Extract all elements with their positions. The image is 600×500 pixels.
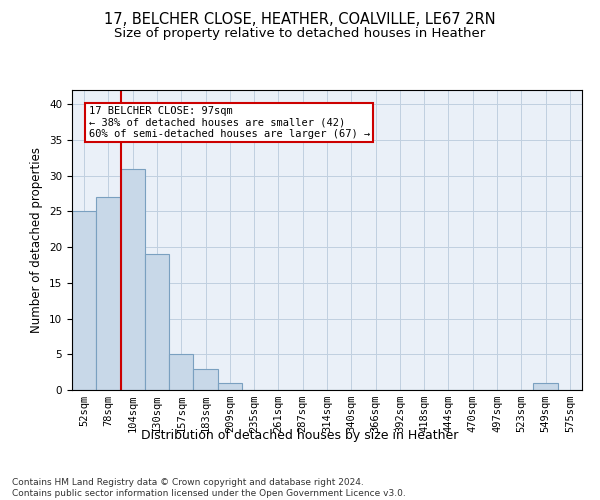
Bar bbox=[121, 168, 145, 390]
Bar bbox=[145, 254, 169, 390]
Bar bbox=[96, 197, 121, 390]
Text: Distribution of detached houses by size in Heather: Distribution of detached houses by size … bbox=[142, 428, 458, 442]
Bar bbox=[72, 212, 96, 390]
Text: Contains HM Land Registry data © Crown copyright and database right 2024.
Contai: Contains HM Land Registry data © Crown c… bbox=[12, 478, 406, 498]
Bar bbox=[533, 383, 558, 390]
Text: 17, BELCHER CLOSE, HEATHER, COALVILLE, LE67 2RN: 17, BELCHER CLOSE, HEATHER, COALVILLE, L… bbox=[104, 12, 496, 28]
Bar bbox=[169, 354, 193, 390]
Bar bbox=[193, 368, 218, 390]
Text: Size of property relative to detached houses in Heather: Size of property relative to detached ho… bbox=[115, 28, 485, 40]
Bar bbox=[218, 383, 242, 390]
Y-axis label: Number of detached properties: Number of detached properties bbox=[31, 147, 43, 333]
Text: 17 BELCHER CLOSE: 97sqm
← 38% of detached houses are smaller (42)
60% of semi-de: 17 BELCHER CLOSE: 97sqm ← 38% of detache… bbox=[89, 106, 370, 139]
